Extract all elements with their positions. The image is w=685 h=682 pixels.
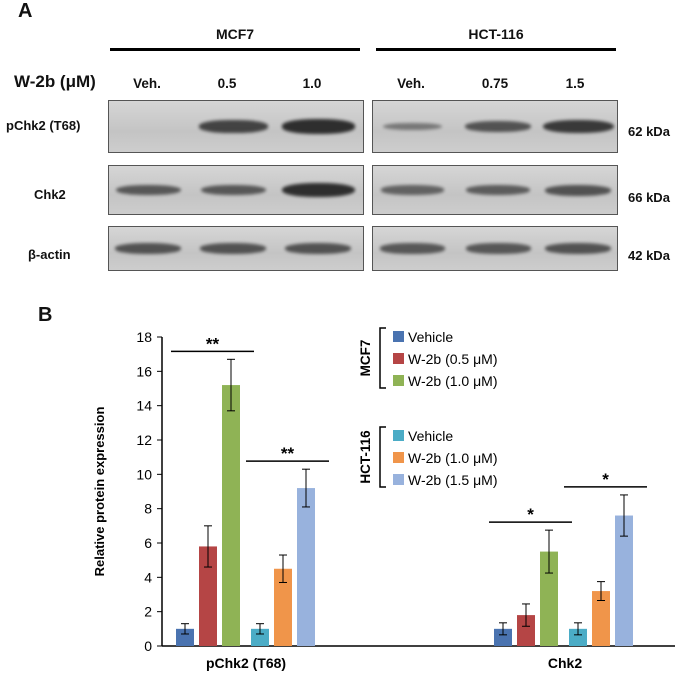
- cell-line-header-mcf7: MCF7: [110, 26, 360, 51]
- legend-bracket: [379, 327, 386, 389]
- lane-label: Veh.: [397, 76, 425, 91]
- blot-band: [466, 185, 530, 195]
- molecular-weight-label: 66 kDa: [628, 190, 670, 205]
- blot-row-label: Chk2: [34, 187, 66, 202]
- legend-swatch: [393, 375, 404, 386]
- legend-group-label: HCT-116: [358, 430, 373, 484]
- lane-label: 1.5: [565, 76, 585, 91]
- bar: [494, 628, 512, 646]
- blot-row-label: β-actin: [28, 247, 71, 262]
- y-tick-label: 2: [144, 604, 152, 620]
- y-tick-label: 4: [144, 569, 152, 585]
- blot-band: [281, 182, 355, 198]
- legend-group-label: MCF7: [358, 340, 373, 377]
- x-category-label: Chk2: [548, 655, 582, 671]
- legend-bracket: [379, 426, 386, 488]
- legend-swatch: [393, 331, 404, 342]
- blot-band: [200, 184, 266, 196]
- blot-band: [285, 243, 351, 254]
- cell-line-bar: [376, 48, 616, 51]
- blot-band: [545, 243, 611, 254]
- blot-band: [545, 184, 611, 196]
- lane-label: 0.75: [481, 76, 509, 91]
- bar: [297, 488, 315, 646]
- legend-swatch: [393, 452, 404, 463]
- legend-swatch: [393, 474, 404, 485]
- blot-band: [281, 119, 355, 134]
- blot-band: [465, 121, 531, 132]
- blot-band: [542, 119, 614, 134]
- bar: [251, 628, 269, 646]
- molecular-weight-label: 42 kDa: [628, 248, 670, 263]
- y-tick-label: 18: [136, 329, 152, 345]
- legend-label: Vehicle: [408, 329, 453, 345]
- y-tick-label: 14: [136, 398, 152, 414]
- lane-label: 0.5: [217, 76, 237, 91]
- lane-label: 1.0: [302, 76, 322, 91]
- treatment-label: W-2b (μM): [14, 72, 96, 91]
- cell-line-bar: [110, 48, 360, 51]
- blot-row-label: pChk2 (T68): [6, 118, 81, 133]
- significance-marker: **: [281, 444, 295, 463]
- blot-band: [200, 243, 266, 254]
- bar: [199, 546, 217, 646]
- y-tick-label: 8: [144, 501, 152, 517]
- bar: [569, 628, 587, 646]
- legend-label: W-2b (1.5 μM): [408, 472, 498, 488]
- significance-marker: **: [206, 334, 220, 353]
- molecular-weight-label: 62 kDa: [628, 124, 670, 139]
- y-tick-label: 16: [136, 363, 152, 379]
- significance-marker: *: [527, 505, 534, 524]
- legend-label: W-2b (0.5 μM): [408, 351, 498, 367]
- bar: [615, 515, 633, 646]
- legend-label: W-2b (1.0 μM): [408, 373, 498, 389]
- cell-line-name: HCT-116: [468, 26, 524, 42]
- y-axis-title: Relative protein expression: [92, 407, 107, 577]
- cell-line-header-hct116: HCT-116: [376, 26, 616, 51]
- legend-swatch: [393, 430, 404, 441]
- legend-label: Vehicle: [408, 428, 453, 444]
- blot-band: [382, 122, 442, 131]
- panel-a-letter: A: [18, 0, 33, 22]
- blot-band: [115, 184, 181, 196]
- y-tick-label: 0: [144, 638, 152, 654]
- bar: [592, 591, 610, 646]
- cell-line-name: MCF7: [215, 26, 255, 42]
- y-tick-label: 10: [136, 466, 152, 482]
- blot-band: [380, 185, 444, 195]
- blot-band: [465, 243, 531, 254]
- blot-band: [379, 243, 445, 254]
- y-tick-label: 6: [144, 535, 152, 551]
- bar: [222, 385, 240, 646]
- bar: [274, 568, 292, 646]
- x-category-label: pChk2 (T68): [206, 655, 286, 671]
- bar: [517, 615, 535, 646]
- lane-label: Veh.: [133, 76, 161, 91]
- blot-band: [115, 243, 181, 254]
- bar: [540, 551, 558, 646]
- legend-swatch: [393, 353, 404, 364]
- legend-label: W-2b (1.0 μM): [408, 450, 498, 466]
- y-tick-label: 12: [136, 432, 152, 448]
- panel-b-letter: B: [38, 304, 53, 326]
- blot-band: [198, 120, 268, 133]
- significance-marker: *: [602, 470, 609, 489]
- bar: [176, 628, 194, 646]
